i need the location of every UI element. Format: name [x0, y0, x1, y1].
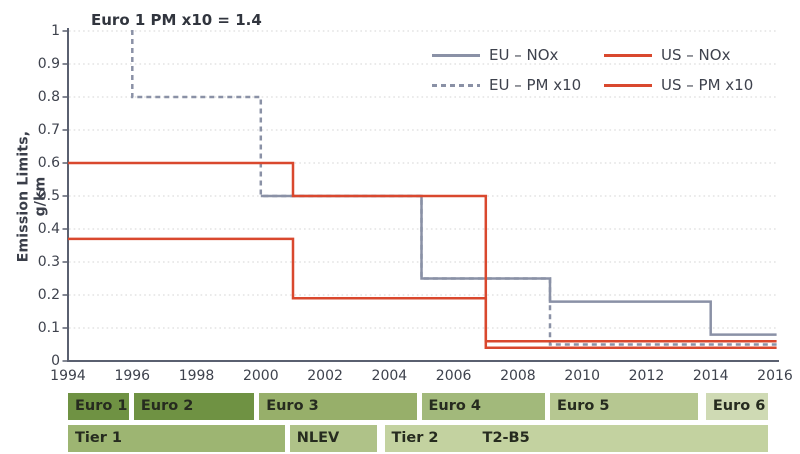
legend-item-us-pm: US – PM x10 — [604, 70, 753, 100]
legend-label: EU – NOx — [489, 46, 559, 64]
y-tick-label-0.8: 0.8 — [37, 89, 60, 105]
y-tick-label-0.3: 0.3 — [37, 254, 60, 270]
band-tier-1: Tier 1 — [68, 425, 285, 452]
legend-label: US – PM x10 — [661, 76, 754, 94]
band-label: NLEV — [296, 430, 340, 446]
y-tick-label-0.7: 0.7 — [37, 122, 60, 138]
series-us-pm-x10 — [68, 161, 777, 343]
eu-nox-line-swatch-icon — [432, 53, 480, 57]
band-label: Tier 2 — [391, 430, 439, 446]
band-euro-5: Euro 5 — [550, 393, 698, 420]
band-label: Euro 6 — [712, 398, 766, 414]
legend-item-eu-nox: EU – NOx — [432, 40, 604, 70]
band-euro-4: Euro 4 — [421, 393, 546, 420]
x-tick-label-2006: 2006 — [435, 368, 472, 384]
x-tick-label-2002: 2002 — [307, 368, 343, 384]
y-tick-label-0.9: 0.9 — [37, 56, 60, 72]
band-label: Euro 1 — [75, 398, 128, 414]
legend-label: EU – PM x10 — [489, 76, 582, 94]
band-nlev: NLEV — [289, 425, 378, 452]
band-label: Euro 2 — [140, 398, 194, 414]
y-tick-label-0.1: 0.1 — [37, 320, 60, 336]
x-tick-label-1998: 1998 — [178, 368, 215, 384]
band-euro-3: Euro 3 — [259, 393, 417, 420]
x-tick-label-2004: 2004 — [371, 368, 408, 384]
band-label: Euro 3 — [266, 398, 319, 414]
y-tick-label-1: 1 — [51, 23, 60, 39]
y-tick-label-0.2: 0.2 — [37, 287, 60, 303]
y-tick-label-0: 0 — [51, 353, 60, 369]
legend-label: US – NOx — [661, 46, 731, 64]
series-us-nox — [68, 237, 777, 350]
us-pm-line-swatch-icon — [604, 83, 652, 87]
band-label: Euro 5 — [557, 398, 610, 414]
x-tick-label-2010: 2010 — [564, 368, 600, 384]
legend-item-us-nox: US – NOx — [604, 40, 753, 70]
euro1-pm-annotation: Euro 1 PM x10 = 1.4 — [91, 11, 262, 29]
legend: EU – NOx US – NOx EU – PM x10 US – PM x1… — [432, 40, 753, 100]
x-tick-label-1994: 1994 — [50, 368, 86, 384]
y-tick-label-0.4: 0.4 — [37, 221, 60, 237]
x-tick-label-1996: 1996 — [114, 368, 151, 384]
x-tick-label-2000: 2000 — [242, 368, 279, 384]
legend-item-eu-pm: EU – PM x10 — [432, 70, 604, 100]
band-tier-2: Tier 2 T2-B5 — [384, 425, 768, 452]
band-euro-1: Euro 1 — [68, 393, 130, 420]
band-label: Tier 1 — [75, 430, 122, 446]
x-tick-label-2012: 2012 — [628, 368, 665, 384]
band-euro-2: Euro 2 — [133, 393, 255, 420]
series-eu-nox — [260, 194, 777, 336]
band-sublabel-t2-b5: T2-B5 — [482, 430, 530, 446]
eu-pm-line-swatch-icon — [432, 83, 480, 87]
x-tick-label-2008: 2008 — [500, 368, 536, 384]
y-tick-label-0.6: 0.6 — [37, 155, 60, 171]
us-nox-line-swatch-icon — [604, 53, 652, 57]
y-tick-label-0.5: 0.5 — [37, 188, 60, 204]
band-euro-6: Euro 6 — [705, 393, 768, 420]
series-eu-pm-x10 — [131, 30, 777, 346]
x-tick-label-2016: 2016 — [757, 368, 793, 384]
band-label: Euro 4 — [428, 398, 481, 414]
x-tick-label-2014: 2014 — [692, 368, 729, 384]
